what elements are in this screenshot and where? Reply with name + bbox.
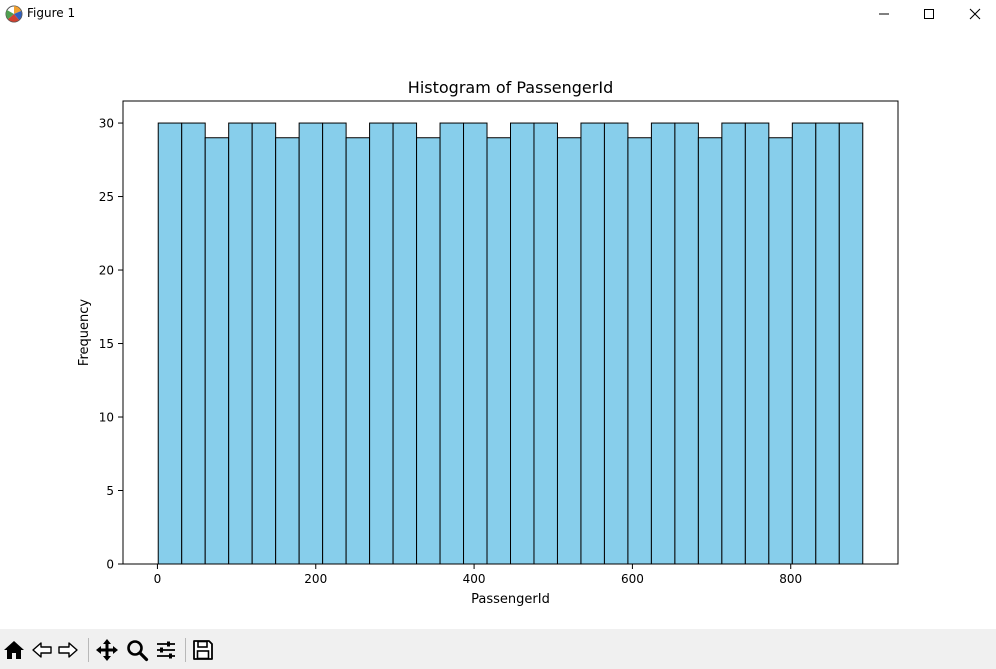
histogram-bar: [721, 122, 746, 565]
x-ticks: 0 200 400 600 800: [154, 564, 802, 586]
maximize-button[interactable]: [906, 0, 952, 28]
x-tick-label: 400: [463, 572, 486, 586]
toolbar-separator: [88, 638, 89, 662]
histogram-bar: [298, 122, 324, 565]
save-button[interactable]: [190, 637, 216, 663]
histogram-bar: [697, 137, 723, 565]
title-bar: Figure 1: [0, 0, 996, 28]
x-tick-label: 600: [621, 572, 644, 586]
y-tick-label: 25: [99, 190, 114, 204]
navigation-toolbar: [0, 629, 996, 669]
histogram-bar: [275, 137, 300, 565]
histogram-bar: [744, 122, 770, 565]
zoom-button[interactable]: [124, 637, 150, 663]
home-icon: [4, 641, 24, 659]
home-button[interactable]: [1, 637, 27, 663]
magnifier-icon: [127, 640, 149, 662]
configure-subplots-button[interactable]: [153, 637, 179, 663]
histogram-bar: [157, 122, 183, 565]
x-tick-label: 800: [779, 572, 802, 586]
histogram-bar: [838, 122, 864, 565]
minimize-icon: [879, 13, 889, 15]
histogram-bar: [322, 122, 347, 565]
histogram-bar: [815, 122, 840, 565]
histogram-bar: [204, 137, 230, 565]
histogram-bar: [392, 122, 418, 565]
floppy-disk-icon: [193, 640, 213, 660]
histogram-bar: [533, 122, 558, 565]
x-axis-label: PassengerId: [471, 592, 550, 607]
histogram-bar: [181, 122, 206, 565]
forward-arrow-icon: [58, 642, 78, 658]
histogram-bar: [439, 122, 465, 565]
maximize-icon: [924, 9, 934, 19]
close-icon: [969, 8, 981, 20]
y-tick-label: 5: [106, 484, 114, 498]
histogram-bar: [580, 122, 605, 565]
histogram-bar: [510, 122, 535, 565]
y-tick-label: 20: [99, 264, 114, 278]
histogram-bar: [556, 137, 582, 565]
y-tick-label: 30: [99, 117, 114, 131]
move-icon: [96, 639, 118, 661]
histogram-bar: [463, 122, 488, 565]
histogram-chart: Histogram of PassengerId 0 200 400 600 800 0…: [77, 78, 899, 607]
sliders-icon: [157, 641, 175, 659]
histogram-bar: [650, 122, 676, 565]
pan-button[interactable]: [94, 637, 120, 663]
histogram-bar: [416, 137, 441, 565]
figure-canvas[interactable]: Histogram of PassengerId 0 200 400 600 800 0…: [0, 28, 996, 629]
back-arrow-icon: [32, 642, 52, 658]
histogram-bar: [345, 137, 371, 565]
histogram-bar: [791, 122, 817, 565]
chart-title: Histogram of PassengerId: [408, 78, 613, 97]
histogram-bar: [251, 122, 277, 565]
histogram-bar: [603, 122, 629, 565]
forward-button[interactable]: [55, 637, 81, 663]
window-title: Figure 1: [27, 6, 76, 20]
minimize-button[interactable]: [861, 0, 907, 28]
y-tick-label: 15: [99, 337, 114, 351]
x-tick-label: 200: [304, 572, 327, 586]
plot-frame: [122, 100, 899, 565]
y-axis-label: Frequency: [77, 299, 92, 366]
histogram-bar: [369, 122, 394, 565]
matplotlib-icon: [4, 4, 24, 24]
histogram-bar: [627, 137, 652, 565]
x-tick-label: 0: [154, 572, 162, 586]
histogram-bar: [674, 122, 699, 565]
histogram-bar: [486, 137, 511, 565]
histogram-bar: [228, 122, 253, 565]
close-button[interactable]: [952, 0, 996, 28]
back-button[interactable]: [29, 637, 55, 663]
toolbar-separator: [185, 638, 186, 662]
histogram-bar: [768, 137, 793, 565]
y-tick-label: 0: [106, 558, 114, 572]
y-tick-label: 10: [99, 411, 114, 425]
bars-group: [157, 122, 864, 565]
y-ticks: 0 5 10 15 20 25 30: [99, 117, 123, 572]
